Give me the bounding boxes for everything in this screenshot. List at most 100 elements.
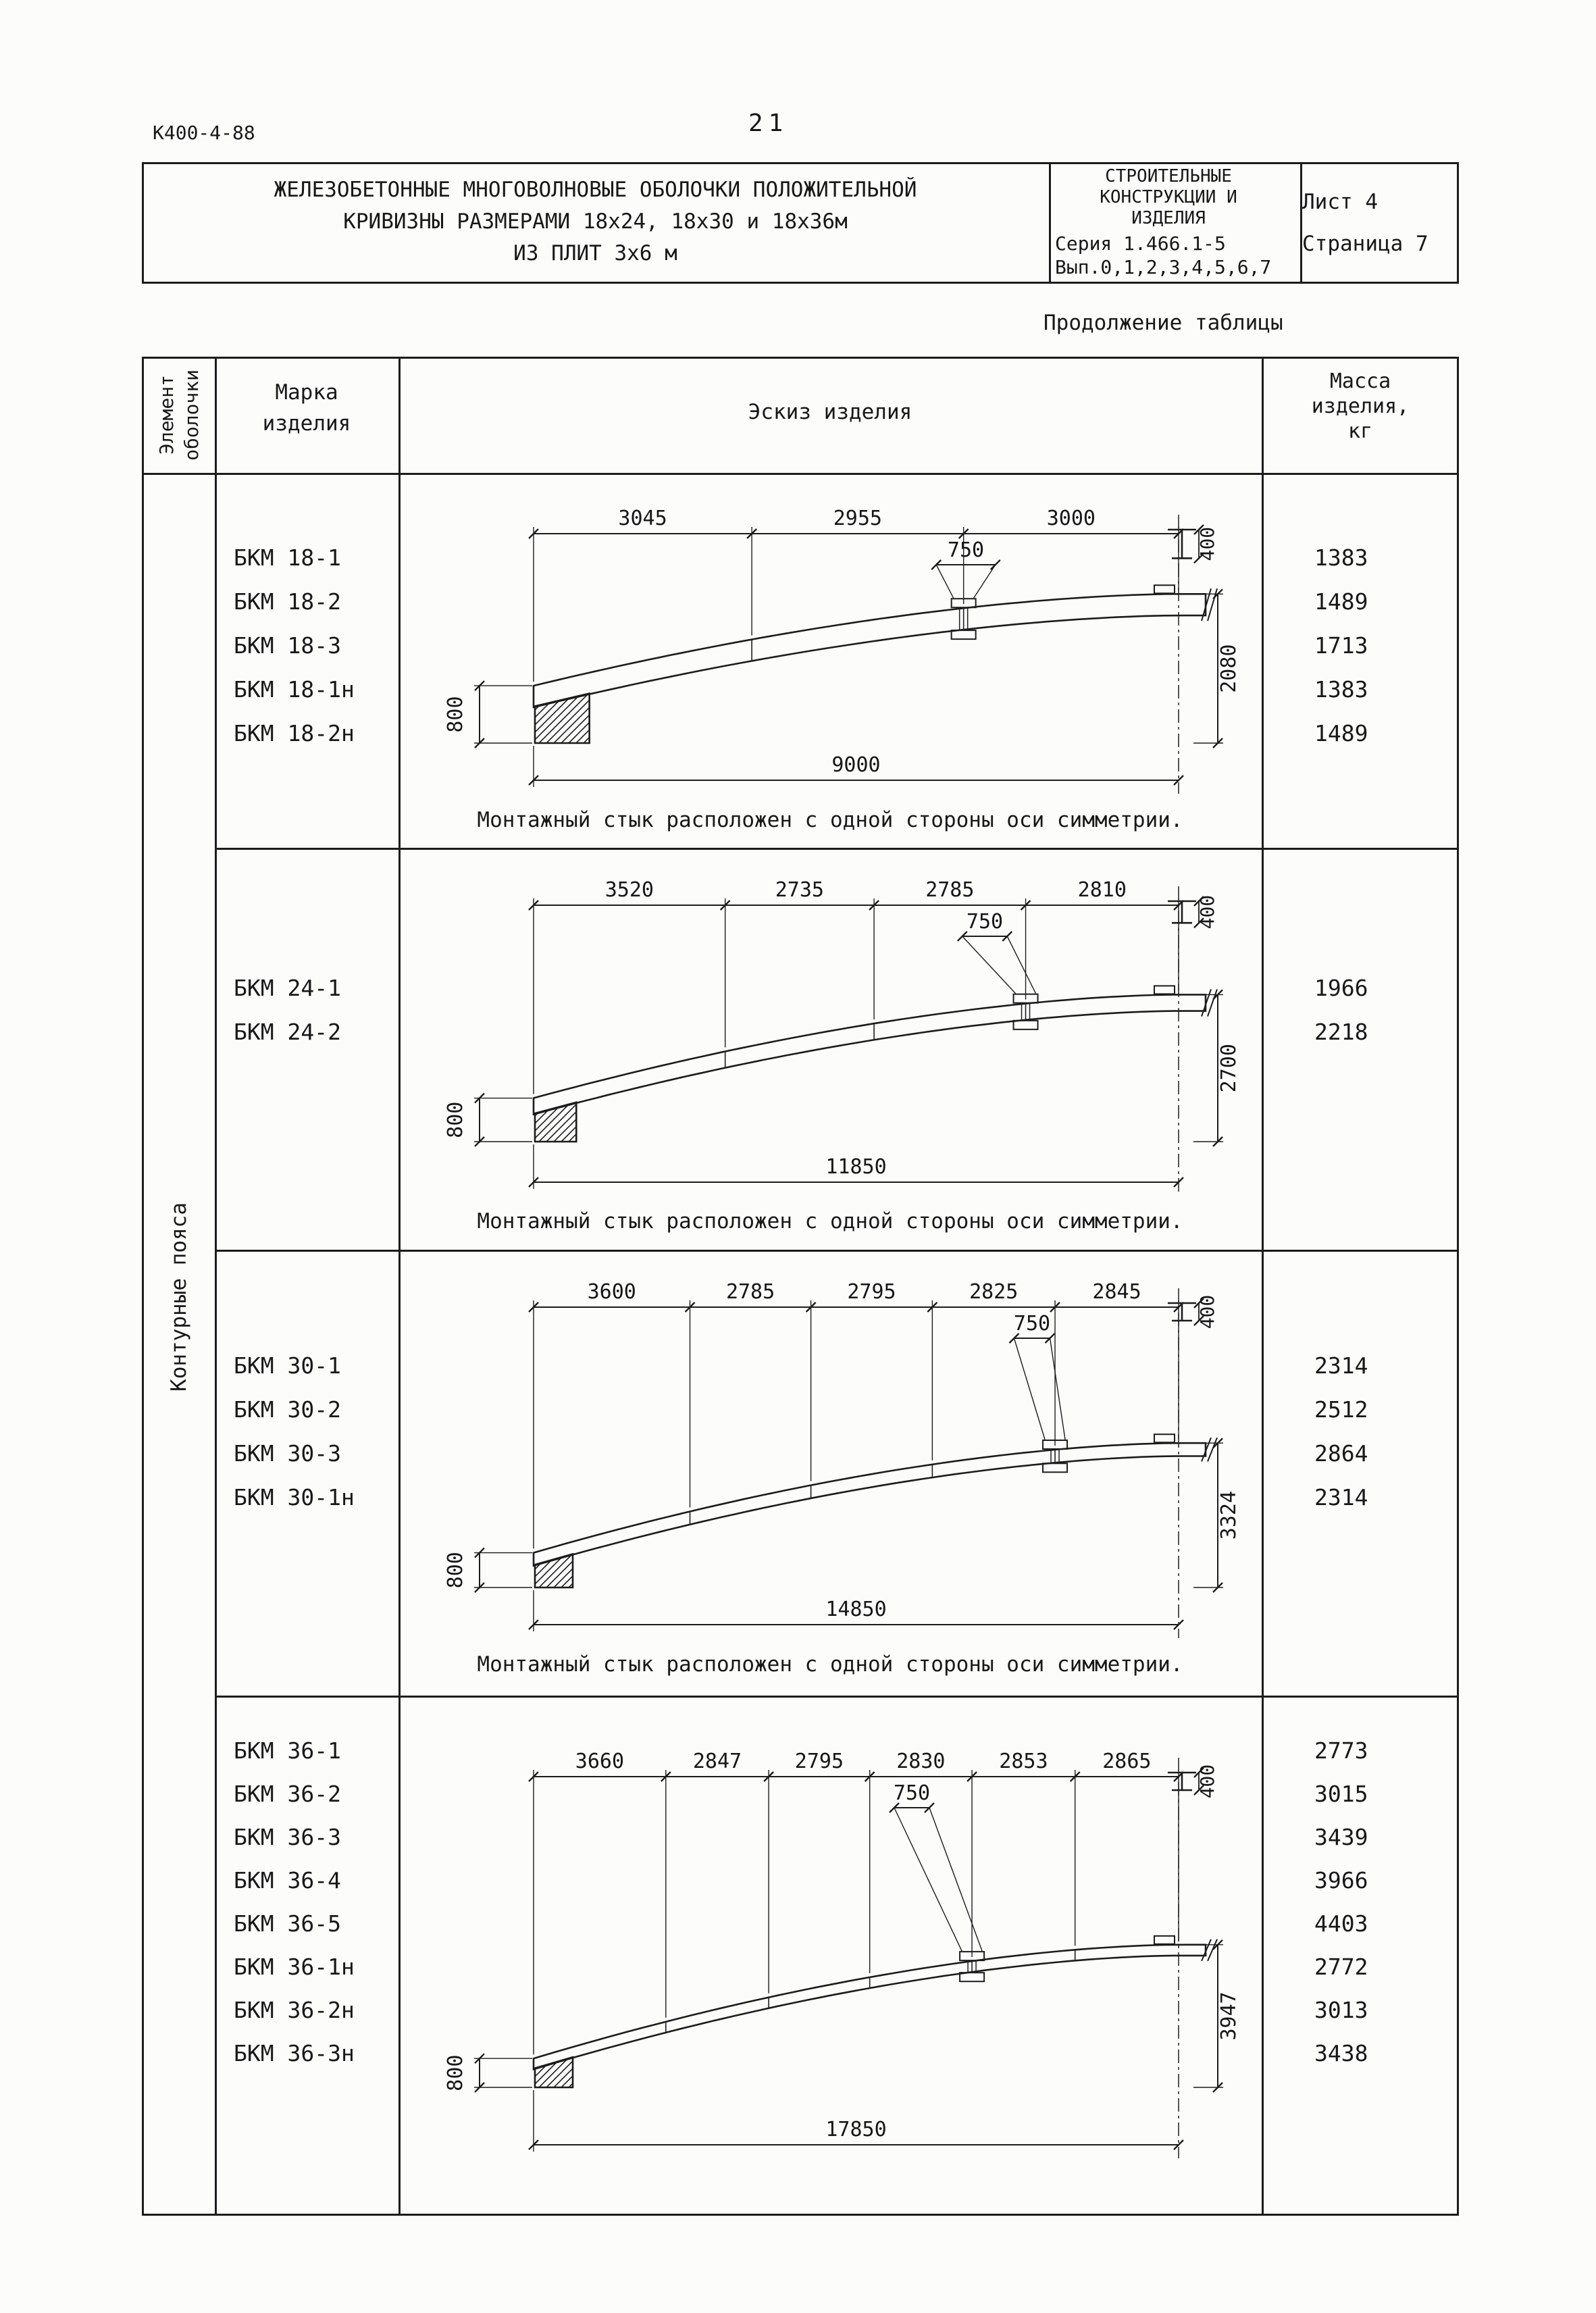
product-mass: 2772 [1314,1954,1368,1980]
header-divider-2 [1300,162,1302,284]
product-sketch: 3520 2735 2785 2810 750 400 2700 800 11850 [444,878,1241,1196]
column-header-element-line: оболочки [180,369,203,461]
product-mark: БКМ 30-2 [234,1396,341,1423]
product-mark: БКМ 18-3 [234,632,341,659]
assembly-note: Монтажный стык расположен с одной сторон… [477,1209,1183,1234]
col-divider-element [215,357,217,2216]
svg-text:3947: 3947 [1217,1991,1241,2040]
series-block: Серия 1.466.1-5 Вып.0,1,2,3,4,5,6,7 [1055,232,1285,279]
col-divider-mass [1262,357,1264,2216]
product-mass: 2773 [1314,1737,1368,1764]
product-mark: БКМ 18-2 [234,588,341,615]
product-mark: БКМ 24-2 [234,1019,341,1045]
product-mass: 1489 [1314,588,1368,615]
product-mark: БКМ 36-1н [234,1954,355,1980]
svg-text:800: 800 [444,696,467,732]
product-mass: 3013 [1314,1997,1368,2023]
product-mass: 1383 [1314,676,1368,703]
product-sketch: 3045 2955 3000 750 400 2080 800 9000 [444,507,1241,794]
header-box [142,162,1459,284]
svg-text:750: 750 [948,538,984,562]
product-mark: БКМ 36-5 [234,1910,341,1937]
product-mass: 2314 [1314,1484,1368,1510]
svg-text:3045: 3045 [618,507,667,530]
product-mark: БКМ 18-1н [234,676,355,703]
svg-text:400: 400 [1196,1764,1218,1799]
svg-text:2955: 2955 [833,507,882,530]
sheet-label: Лист 4 [1302,190,1378,214]
product-mass: 1713 [1314,632,1368,659]
product-mass: 1489 [1314,720,1368,746]
column-header-element: Элемент оболочки [143,358,215,472]
product-mark: БКМ 36-4 [234,1867,341,1893]
element-group-label: Контурные пояса [167,1202,191,1392]
product-mark: БКМ 24-1 [234,975,341,1001]
page-label: Страница 7 [1302,232,1428,256]
product-mark: БКМ 36-3н [234,2040,355,2066]
series-label: Серия 1.466.1-5 [1055,232,1226,255]
product-mark: БКМ 36-3 [234,1824,341,1850]
product-mark: БКМ 18-1 [234,544,341,571]
product-mark: БКМ 30-3 [234,1440,341,1467]
svg-text:3000: 3000 [1047,507,1096,530]
product-mass: 4403 [1314,1910,1368,1937]
product-mass: 2218 [1314,1019,1368,1045]
svg-text:2847: 2847 [693,1750,742,1773]
svg-text:2825: 2825 [969,1280,1018,1304]
svg-text:400: 400 [1196,527,1218,561]
svg-text:800: 800 [444,1552,467,1588]
column-header-sketch: Эскиз изделия [748,400,912,424]
svg-text:3600: 3600 [588,1280,636,1304]
issue-label: Вып.0,1,2,3,4,5,6,7 [1055,256,1272,278]
product-mass: 1966 [1314,975,1368,1001]
product-mark: БКМ 30-1 [234,1352,341,1379]
assembly-note: Монтажный стык расположен с одной сторон… [477,1652,1183,1677]
svg-text:750: 750 [1014,1312,1050,1336]
product-mass: 1383 [1314,544,1368,571]
col-divider-mark [398,357,401,2216]
column-header-mark: Марка изделия [262,380,351,436]
svg-text:3520: 3520 [605,878,654,902]
product-mass: 3439 [1314,1824,1368,1850]
svg-text:3660: 3660 [575,1750,624,1773]
svg-text:800: 800 [444,1102,467,1138]
doc-title-line: КРИВИЗНЫ РАЗМЕРАМИ 18х24, 18х30 и 18х36м [343,209,848,234]
row-divider-1 [216,848,1459,850]
svg-text:2735: 2735 [775,878,824,902]
org-line: ИЗДЕЛИЯ [1131,208,1206,228]
product-mass: 2512 [1314,1396,1368,1423]
doc-title-line: ЖЕЛЕЗОБЕТОННЫЕ МНОГОВОЛНОВЫЕ ОБОЛОЧКИ ПО… [274,178,917,202]
svg-text:2795: 2795 [795,1750,844,1773]
main-table-frame [142,357,1459,2216]
svg-text:750: 750 [967,910,1003,934]
svg-text:2785: 2785 [726,1280,775,1304]
svg-text:2810: 2810 [1078,878,1127,902]
product-mark: БКМ 18-2н [234,720,355,746]
svg-text:750: 750 [894,1781,930,1805]
product-mass: 2314 [1314,1352,1368,1379]
svg-text:800: 800 [444,2055,467,2091]
org-line: КОНСТРУКЦИИ И [1100,187,1237,207]
svg-text:2785: 2785 [925,878,974,902]
doc-title-line: ИЗ ПЛИТ 3х6 м [513,241,677,265]
product-mark: БКМ 36-1 [234,1737,341,1764]
table-header-divider [142,473,1459,475]
svg-text:3324: 3324 [1217,1491,1241,1540]
svg-text:11850: 11850 [825,1155,886,1179]
product-mark: БКМ 36-2 [234,1781,341,1807]
svg-text:2080: 2080 [1217,644,1241,693]
org-block: СТРОИТЕЛЬНЫЕ КОНСТРУКЦИИ И ИЗДЕЛИЯ [1051,166,1286,229]
svg-text:2700: 2700 [1217,1044,1241,1092]
product-sketch: 3600 2785 2795 2825 2845 750 400 3324 800 14850 [444,1280,1241,1638]
product-mark: БКМ 30-1н [234,1484,355,1510]
product-mass: 2864 [1314,1440,1368,1467]
product-mass: 3966 [1314,1867,1368,1893]
product-sketch: 3660 2847 2795 2830 2853 2865 750 400 3947 800 178… [444,1750,1241,2158]
row-divider-3 [216,1696,1459,1698]
product-mark: БКМ 36-2н [234,1997,355,2023]
column-header-element-line: Элемент [155,374,178,455]
svg-text:2853: 2853 [999,1750,1048,1773]
row-divider-2 [216,1250,1459,1252]
assembly-note: Монтажный стык расположен с одной сторон… [477,808,1183,832]
